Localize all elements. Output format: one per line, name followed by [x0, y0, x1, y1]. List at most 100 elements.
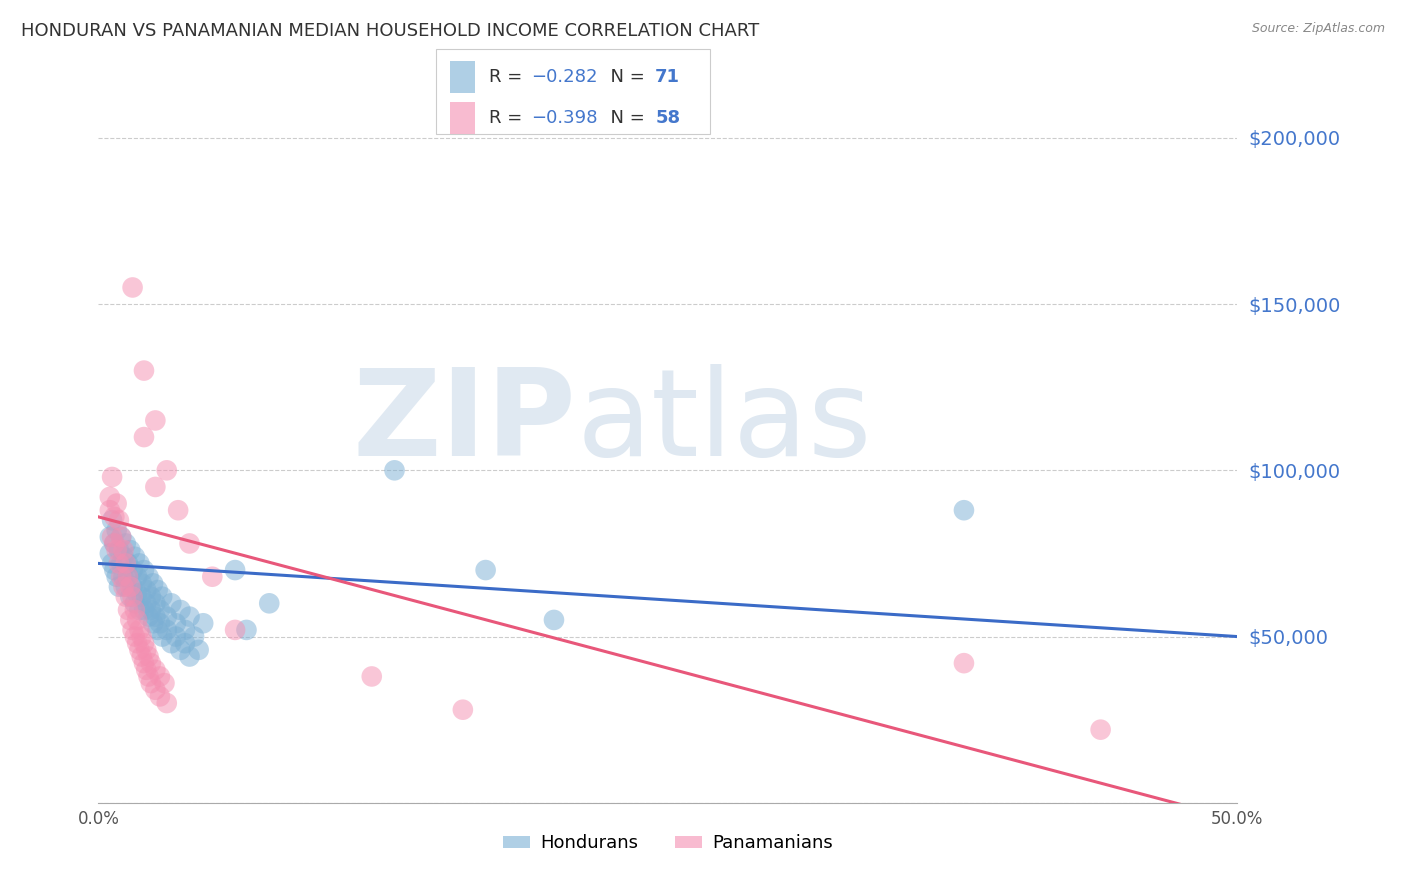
Point [105, 497, 128, 511]
Point [101, 530, 124, 544]
Point [112, 580, 135, 594]
Point [474, 563, 496, 577]
Point [149, 616, 172, 631]
Point [145, 480, 167, 494]
Point [110, 570, 132, 584]
Text: N =: N = [599, 109, 651, 127]
Point [121, 580, 143, 594]
Point [145, 413, 167, 427]
Point [114, 557, 136, 571]
Point [105, 523, 128, 537]
Point [138, 669, 160, 683]
Point [128, 643, 150, 657]
Point [98, 503, 121, 517]
Point [384, 463, 406, 477]
Point [156, 463, 179, 477]
Point [135, 663, 157, 677]
Point [112, 570, 135, 584]
Point [953, 503, 976, 517]
Point [135, 582, 157, 597]
Text: R =: R = [489, 109, 529, 127]
Point [121, 563, 143, 577]
Point [103, 536, 125, 550]
Point [110, 530, 132, 544]
Point [179, 609, 201, 624]
Point [110, 530, 132, 544]
Text: HONDURAN VS PANAMANIAN MEDIAN HOUSEHOLD INCOME CORRELATION CHART: HONDURAN VS PANAMANIAN MEDIAN HOUSEHOLD … [21, 22, 759, 40]
Point [103, 509, 125, 524]
Point [127, 636, 149, 650]
Point [114, 590, 136, 604]
Point [121, 280, 143, 294]
Point [101, 470, 124, 484]
Point [127, 570, 149, 584]
Point [98, 530, 121, 544]
Point [117, 603, 139, 617]
Point [131, 590, 153, 604]
Text: 71: 71 [655, 68, 681, 86]
Point [145, 663, 167, 677]
Point [149, 690, 172, 704]
Point [165, 616, 187, 631]
Point [135, 596, 157, 610]
Point [235, 623, 257, 637]
Text: −0.398: −0.398 [531, 109, 598, 127]
Point [108, 557, 131, 571]
Point [132, 656, 155, 670]
Point [101, 513, 124, 527]
Point [953, 656, 976, 670]
Point [103, 563, 125, 577]
Point [156, 623, 179, 637]
Point [121, 623, 143, 637]
Point [120, 580, 142, 594]
Point [543, 613, 565, 627]
Point [105, 570, 128, 584]
Point [132, 430, 155, 444]
Point [169, 603, 191, 617]
Legend: Hondurans, Panamanians: Hondurans, Panamanians [495, 827, 841, 860]
Point [120, 590, 142, 604]
Point [165, 630, 187, 644]
Point [174, 623, 197, 637]
Point [117, 557, 139, 571]
Point [146, 623, 169, 637]
Point [259, 596, 281, 610]
Point [149, 669, 172, 683]
Point [139, 656, 162, 670]
Point [146, 582, 169, 597]
Point [124, 596, 146, 610]
Point [117, 570, 139, 584]
Point [132, 636, 155, 650]
Point [451, 703, 474, 717]
Point [169, 643, 191, 657]
Point [124, 549, 146, 564]
Point [132, 563, 155, 577]
Point [108, 513, 131, 527]
Point [201, 570, 224, 584]
Point [139, 590, 162, 604]
Point [110, 557, 132, 571]
Text: Source: ZipAtlas.com: Source: ZipAtlas.com [1251, 22, 1385, 36]
Point [120, 613, 142, 627]
Point [131, 630, 153, 644]
Point [139, 676, 162, 690]
Point [127, 613, 149, 627]
Point [167, 503, 190, 517]
Point [142, 616, 165, 631]
Text: 58: 58 [655, 109, 681, 127]
Point [156, 609, 179, 624]
Point [150, 630, 173, 644]
Point [117, 570, 139, 584]
Text: R =: R = [489, 68, 529, 86]
Point [98, 546, 121, 560]
Point [128, 623, 150, 637]
Point [160, 596, 183, 610]
Point [124, 603, 146, 617]
Point [193, 616, 215, 631]
Point [150, 590, 173, 604]
Point [108, 543, 131, 558]
Point [360, 669, 382, 683]
Point [183, 630, 205, 644]
Point [114, 536, 136, 550]
Point [187, 643, 209, 657]
